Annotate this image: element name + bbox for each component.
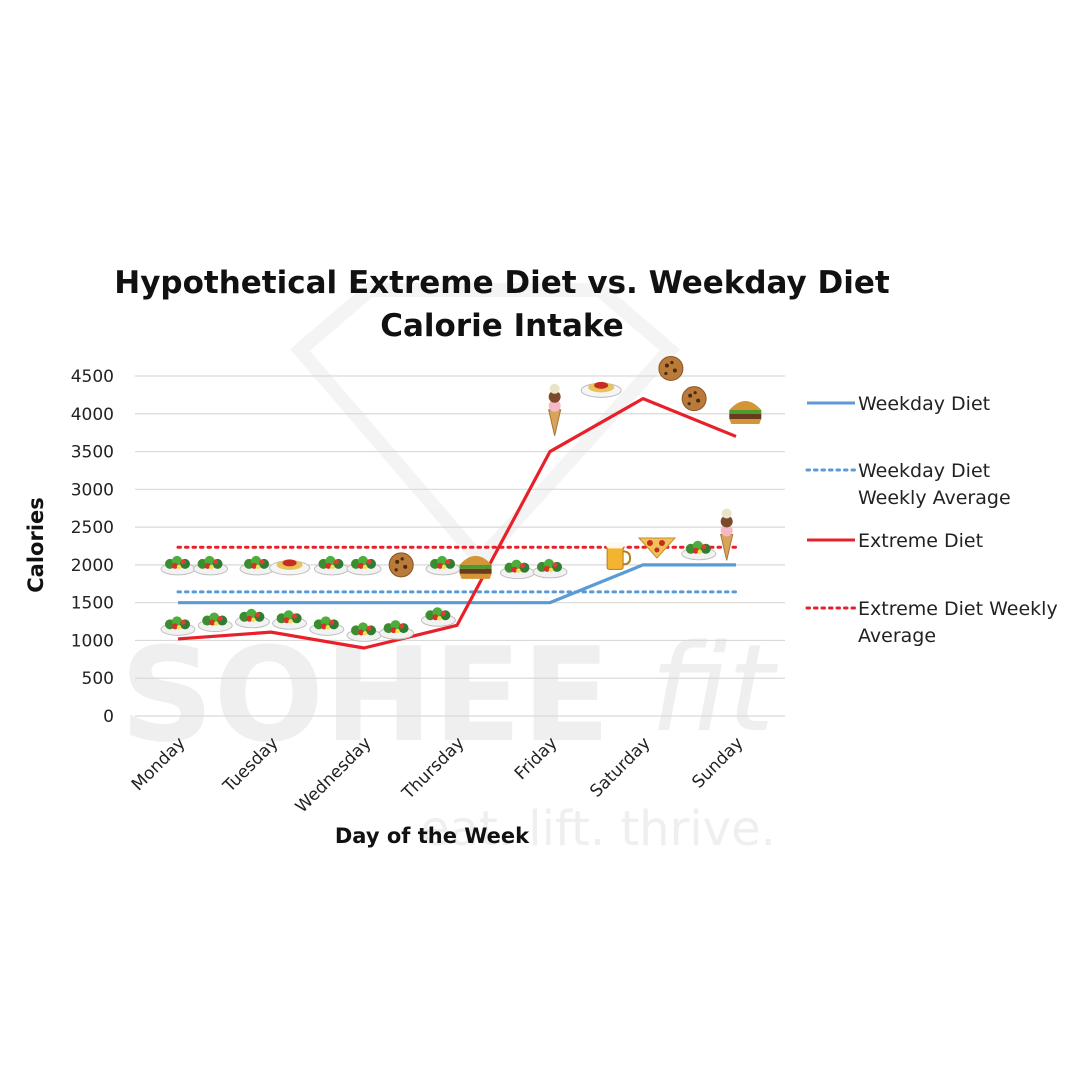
ice-cream-icon [548,383,562,437]
svg-text:fit: fit [650,620,779,759]
salad-icon [193,555,229,576]
y-tick-label: 1000 [71,631,114,651]
svg-text:SOHEE: SOHEE [120,619,611,771]
legend-label: Weekday Diet [858,460,990,482]
watermark: SOHEE fit eat. lift. thrive. [120,283,779,857]
legend-label: Extreme Diet Weekly [858,598,1058,620]
y-tick-label: 4500 [71,367,114,387]
salad-icon [234,608,270,629]
salad-icon [313,555,349,576]
chart-title-line2: Calorie Intake [380,308,623,344]
y-tick-label: 500 [82,669,114,689]
legend-label: Weekday Diet [858,393,990,415]
salad-icon [197,612,233,633]
cookies-icon [388,552,414,578]
salad-icon [420,606,456,627]
legend-label: Average [858,625,936,647]
salad-icon [532,558,568,579]
salad-icon [160,555,196,576]
y-tick-label: 2500 [71,518,114,538]
salad-icon [272,609,308,630]
salad-icon [425,555,461,576]
y-tick-label: 0 [103,707,114,727]
x-axis-title: Day of the Week [335,824,530,848]
salad-icon [681,540,717,561]
cookies-icon [658,355,684,381]
legend-label: Weekly Average [858,487,1011,509]
cookies-icon [681,386,707,412]
ice-cream-icon [720,507,734,561]
spaghetti-icon [580,381,622,398]
y-tick-label: 1500 [71,594,114,614]
spaghetti-icon [269,558,311,576]
y-tick-label: 4000 [71,405,114,425]
legend-label: Extreme Diet [858,530,983,552]
chart-title-line1: Hypothetical Extreme Diet vs. Weekday Di… [114,265,890,301]
svg-text:eat. lift. thrive.: eat. lift. thrive. [420,801,776,857]
y-axis-title: Calories [24,497,48,593]
y-tick-label: 3500 [71,443,114,463]
y-tick-label: 3000 [71,480,114,500]
salad-icon [346,555,382,576]
burger-icon [729,401,762,424]
salad-icon [499,559,535,580]
y-tick-label: 2000 [71,556,114,576]
salad-icon [239,555,275,576]
